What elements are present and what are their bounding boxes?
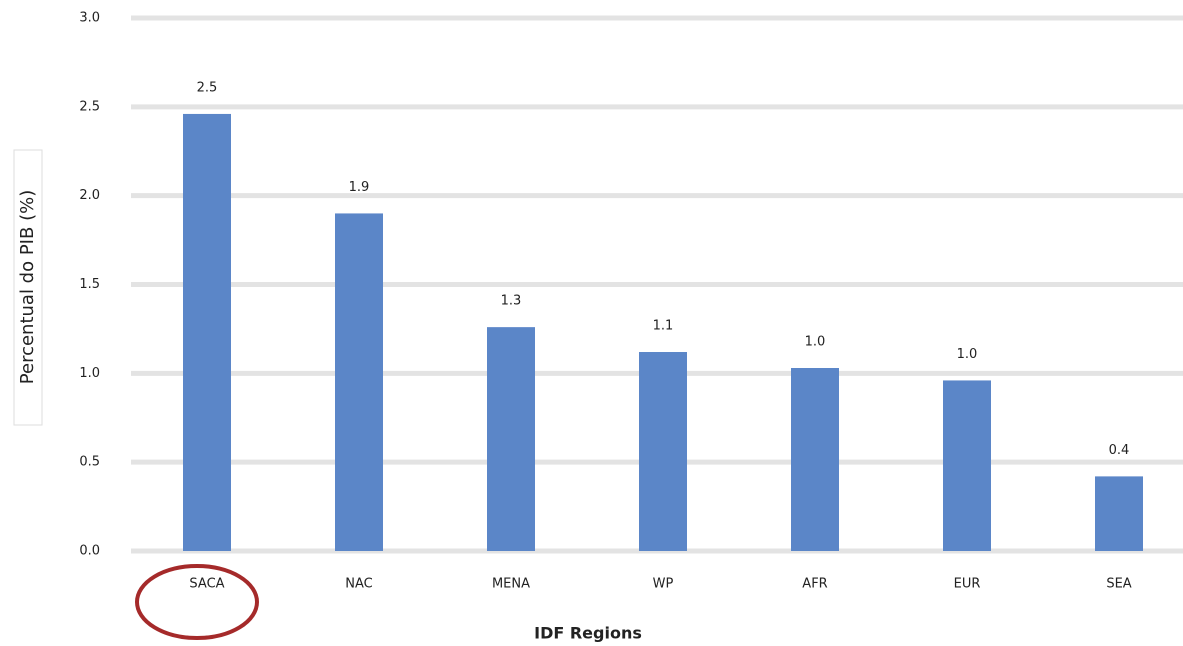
value-label: 2.5 bbox=[197, 80, 218, 95]
y-tick-label: 3.0 bbox=[79, 11, 100, 26]
y-tick-label: 0.0 bbox=[79, 544, 100, 559]
y-label-box bbox=[13, 149, 43, 426]
value-label: 1.0 bbox=[957, 347, 978, 362]
x-tick-label: NAC bbox=[345, 577, 372, 592]
bar bbox=[487, 327, 535, 551]
x-tick-label: MENA bbox=[492, 577, 530, 592]
y-tick-label: 0.5 bbox=[79, 455, 100, 470]
x-tick-label: SACA bbox=[189, 577, 224, 592]
bar bbox=[639, 352, 687, 551]
highlight-circle bbox=[135, 564, 259, 640]
x-tick-label: WP bbox=[653, 577, 674, 592]
bar bbox=[335, 213, 383, 551]
y-tick-label: 1.5 bbox=[79, 277, 100, 292]
value-label: 1.1 bbox=[653, 319, 674, 334]
y-axis-title: Percentual do PIB (%) bbox=[17, 190, 38, 384]
y-tick-label: 2.5 bbox=[79, 99, 100, 114]
bar bbox=[183, 113, 231, 551]
y-tick-label: 2.0 bbox=[79, 188, 100, 203]
value-label: 1.0 bbox=[805, 335, 826, 350]
y-tick-label: 1.0 bbox=[79, 366, 100, 381]
bar bbox=[791, 368, 839, 551]
x-axis-title: IDF Regions bbox=[534, 624, 642, 643]
value-label: 1.9 bbox=[349, 180, 370, 195]
value-label: 0.4 bbox=[1109, 443, 1130, 458]
x-tick-label: SEA bbox=[1106, 577, 1131, 592]
bar bbox=[1095, 476, 1143, 551]
bar bbox=[943, 380, 991, 551]
x-tick-label: EUR bbox=[954, 577, 981, 592]
value-label: 1.3 bbox=[501, 294, 522, 309]
x-tick-label: AFR bbox=[802, 577, 827, 592]
